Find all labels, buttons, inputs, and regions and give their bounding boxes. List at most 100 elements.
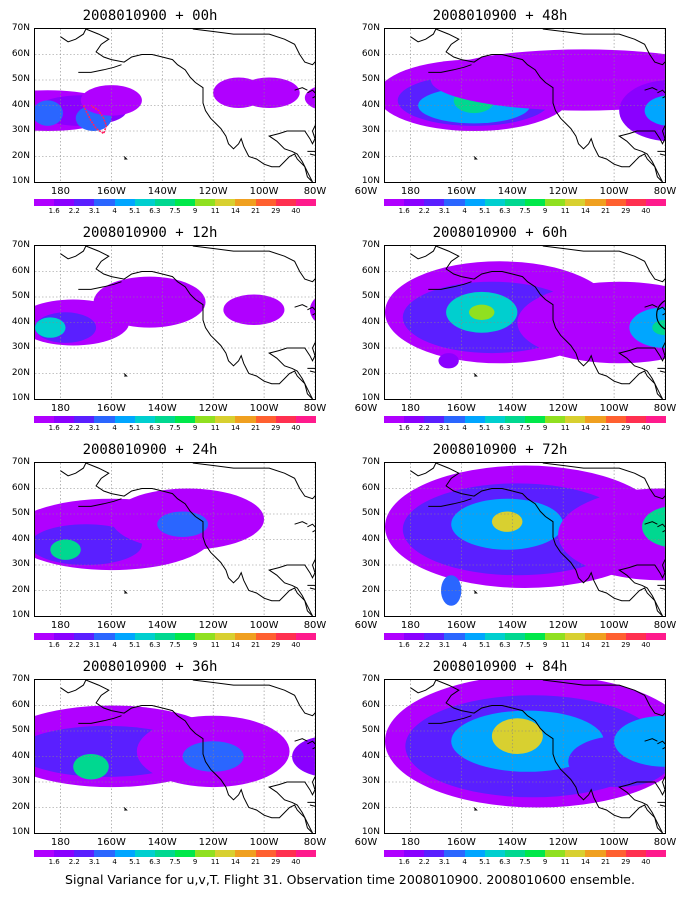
lat-label: 40N <box>361 316 380 327</box>
colorbar-swatch <box>404 850 425 857</box>
lat-label: 30N <box>361 559 380 569</box>
lat-label: 30N <box>361 342 380 352</box>
variance-contour <box>238 77 300 109</box>
lat-label: 10N <box>11 176 30 186</box>
coastline <box>294 521 308 525</box>
colorbar-label: 9 <box>542 858 548 866</box>
lat-label: 60N <box>11 482 30 493</box>
coastline <box>410 246 437 260</box>
colorbar-swatch <box>215 416 236 423</box>
lon-label: 80W <box>303 403 327 414</box>
coastline <box>267 776 315 833</box>
coastline <box>307 89 315 99</box>
lon-label: 140W <box>147 837 177 848</box>
colorbar-label: 3.1 <box>438 858 450 866</box>
colorbar-label: 14 <box>580 858 590 866</box>
variance-contour <box>469 304 495 320</box>
variance-contour <box>292 737 315 776</box>
colorbar-swatch <box>215 199 236 206</box>
colorbar-swatch <box>585 850 606 857</box>
colorbar-label: 21 <box>251 858 261 866</box>
colorbar-label: 1.6 <box>48 207 60 215</box>
lat-label: 40N <box>11 750 30 761</box>
colorbar-swatch <box>545 199 566 206</box>
colorbar-label: 5.1 <box>129 207 141 215</box>
coastline <box>85 246 313 399</box>
colorbar-label: 7.5 <box>519 858 531 866</box>
colorbar-swatch <box>384 633 405 640</box>
lat-label: 60N <box>361 482 380 493</box>
colorbar-swatch <box>54 633 75 640</box>
lon-label: 60W <box>696 837 700 848</box>
colorbar-label: 1.6 <box>398 424 410 432</box>
colorbar-swatch <box>215 633 236 640</box>
colorbar-swatch <box>114 633 135 640</box>
colorbar-label: 9 <box>542 641 548 649</box>
lon-label: 160W <box>446 186 476 197</box>
lon-label: 160W <box>96 620 126 631</box>
coastline <box>644 738 658 742</box>
variance-contour <box>182 741 244 772</box>
colorbar-swatch <box>384 416 405 423</box>
colorbar-label: 14 <box>230 641 240 649</box>
lon-label: 80W <box>653 186 677 197</box>
coastline <box>294 304 308 308</box>
coastline <box>123 156 128 160</box>
lat-label: 70N <box>11 674 30 684</box>
colorbar-swatch <box>275 199 296 206</box>
colorbar-label: 6.3 <box>499 858 511 866</box>
coastline <box>435 246 663 399</box>
colorbar-label: 1.6 <box>398 858 410 866</box>
lon-label: 100W <box>599 837 629 848</box>
colorbar-label: 40 <box>641 641 651 649</box>
colorbar-swatch <box>94 199 115 206</box>
coastline <box>410 463 437 477</box>
variance-contour <box>223 294 285 326</box>
colorbar-label: 3.1 <box>88 858 100 866</box>
colorbar-swatch <box>275 633 296 640</box>
colorbar-swatch <box>54 416 75 423</box>
colorbar-label: 4 <box>112 641 117 649</box>
colorbar-label: 40 <box>641 858 651 866</box>
lat-label: 50N <box>11 291 30 301</box>
coastline <box>644 304 658 308</box>
colorbar-label: 29 <box>271 858 281 866</box>
lat-label: 50N <box>11 74 30 84</box>
colorbar-label: 11 <box>560 207 570 215</box>
colorbar-swatch <box>74 199 95 206</box>
colorbar-label: 6.3 <box>499 641 511 649</box>
colorbar-label: 4 <box>112 207 117 215</box>
colorbar-label: 3.1 <box>88 207 100 215</box>
variance-contour <box>491 511 523 532</box>
coastline <box>307 740 315 750</box>
colorbar-swatch <box>605 199 626 206</box>
colorbar-swatch <box>255 199 276 206</box>
lon-label: 160W <box>446 403 476 414</box>
lat-label: 60N <box>361 699 380 710</box>
colorbar-label: 7.5 <box>169 424 181 432</box>
colorbar-label: 29 <box>621 424 631 432</box>
colorbar-label: 21 <box>601 641 611 649</box>
colorbar-swatch <box>295 850 316 857</box>
colorbar-label: 14 <box>580 207 590 215</box>
coastline <box>123 590 128 594</box>
coastline <box>192 463 315 500</box>
colorbar-label: 9 <box>542 207 548 215</box>
coastline <box>617 559 665 616</box>
verification-region-circle <box>656 300 665 330</box>
coastline <box>657 89 665 99</box>
colorbar-swatch <box>545 633 566 640</box>
colorbar-label: 40 <box>291 641 301 649</box>
coastline <box>123 373 128 377</box>
coastline <box>192 246 315 283</box>
colorbar-swatch <box>154 633 175 640</box>
panel-title: 2008010900 + 72h <box>432 442 568 458</box>
colorbar-swatch <box>625 199 646 206</box>
lat-label: 40N <box>361 99 380 110</box>
colorbar-swatch <box>545 850 566 857</box>
colorbar-swatch <box>235 416 256 423</box>
lat-label: 10N <box>361 827 380 837</box>
colorbar-swatch <box>524 633 546 640</box>
colorbar-swatch <box>424 199 445 206</box>
colorbar <box>34 416 316 423</box>
